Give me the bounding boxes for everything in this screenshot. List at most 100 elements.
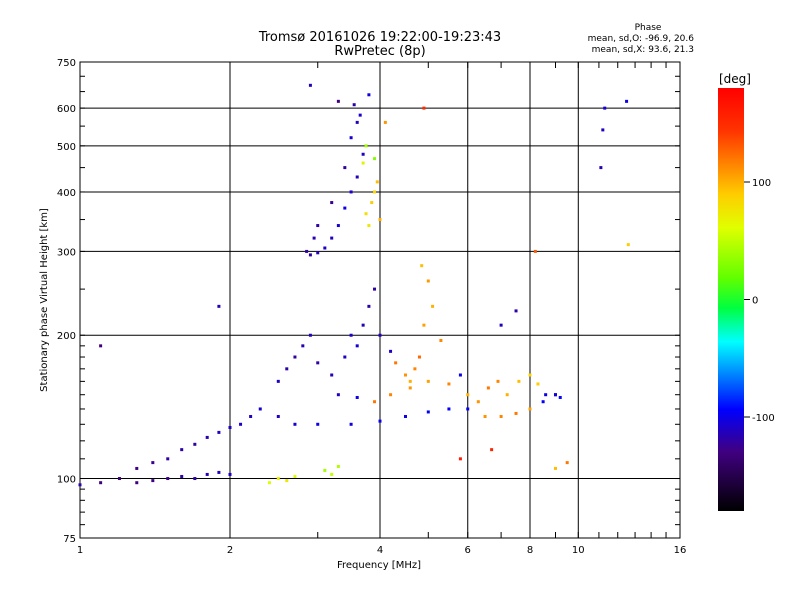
phase-stats-x: mean, sd,X: 93.6, 21.3 — [592, 45, 694, 55]
data-point — [447, 407, 451, 411]
data-point — [625, 99, 629, 103]
data-point — [378, 218, 382, 222]
data-point — [541, 400, 545, 404]
data-point — [422, 323, 426, 327]
data-point — [361, 323, 365, 327]
data-point — [343, 166, 347, 170]
data-point — [312, 236, 316, 240]
data-point — [117, 477, 121, 481]
data-point — [358, 113, 362, 117]
data-point — [603, 106, 607, 110]
data-point — [514, 309, 518, 313]
x-tick-label: 6 — [465, 545, 471, 556]
data-point — [217, 470, 221, 474]
phase-stats-o: mean, sd,O: -96.9, 20.6 — [588, 34, 695, 44]
data-point — [558, 395, 562, 399]
phase-stats-title: Phase — [635, 23, 662, 33]
data-point — [375, 180, 379, 184]
data-point — [439, 338, 443, 342]
data-point — [228, 425, 232, 429]
data-point — [99, 344, 103, 348]
data-point — [323, 246, 327, 250]
data-point — [285, 367, 289, 371]
data-point — [361, 152, 365, 156]
data-point — [135, 481, 139, 485]
y-axis-label: Stationary phase Virtual Height [km] — [39, 208, 50, 392]
data-point — [301, 344, 305, 348]
data-point — [476, 400, 480, 404]
data-point — [316, 224, 320, 228]
data-point — [330, 236, 334, 240]
data-point — [505, 393, 509, 397]
data-point — [458, 373, 462, 377]
data-point — [486, 386, 490, 390]
data-point — [276, 477, 280, 481]
data-point — [408, 386, 412, 390]
data-point — [413, 367, 417, 371]
data-point — [336, 464, 340, 468]
data-point — [330, 472, 334, 476]
data-point — [355, 120, 359, 124]
data-point — [355, 344, 359, 348]
data-point — [330, 373, 334, 377]
data-point — [431, 304, 435, 308]
y-axis-ticks: 75 100 200 300 400 500 600 750 — [57, 58, 680, 545]
y-tick-label: 200 — [57, 331, 76, 342]
y-tick-label: 600 — [57, 104, 76, 115]
data-point — [308, 83, 312, 87]
data-point — [323, 468, 327, 472]
data-point — [544, 393, 548, 397]
data-point — [99, 481, 103, 485]
data-point — [316, 361, 320, 365]
data-point — [293, 474, 297, 478]
data-point — [514, 411, 518, 415]
data-point — [352, 103, 356, 107]
data-point — [528, 407, 532, 411]
data-point — [180, 474, 184, 478]
data-point — [367, 93, 371, 97]
data-point — [135, 466, 139, 470]
data-point — [258, 407, 262, 411]
data-point — [458, 457, 462, 461]
data-point — [378, 419, 382, 423]
data-point — [626, 243, 630, 247]
data-point — [408, 379, 412, 383]
data-point — [496, 379, 500, 383]
data-point — [355, 395, 359, 399]
data-point — [373, 400, 377, 404]
y-tick-label: 300 — [57, 247, 76, 258]
data-point — [239, 422, 243, 426]
data-point — [193, 477, 197, 481]
data-point — [305, 249, 309, 253]
data-point — [373, 287, 377, 291]
data-point — [490, 448, 494, 452]
x-tick-label: 2 — [227, 545, 233, 556]
y-tick-label: 100 — [57, 475, 76, 486]
data-point — [166, 457, 170, 461]
data-point — [383, 120, 387, 124]
chart-subtitle: RwPretec (8p) — [334, 44, 425, 59]
colorbar-label: [deg] — [719, 72, 751, 86]
data-point — [293, 422, 297, 426]
colorbar-ticks: 100 0 -100 — [744, 178, 775, 424]
data-point — [517, 379, 521, 383]
data-point — [151, 461, 155, 465]
data-point — [536, 382, 540, 386]
data-point — [217, 304, 221, 308]
x-tick-label: 4 — [377, 545, 383, 556]
data-point — [426, 279, 430, 283]
data-point — [355, 175, 359, 179]
data-point — [78, 483, 82, 487]
x-axis-ticks: 1 2 4 6 8 10 16 — [77, 62, 686, 556]
data-point — [389, 349, 393, 353]
data-point — [373, 157, 377, 161]
data-point — [336, 393, 340, 397]
data-point — [193, 442, 197, 446]
chart-title: Tromsø 20161026 19:22:00-19:23:43 — [258, 30, 501, 45]
data-point — [483, 414, 487, 418]
data-point — [349, 190, 353, 194]
data-point — [205, 435, 209, 439]
plot-area: 1 2 4 6 8 10 16 75 100 200 300 400 500 600 750 — [57, 58, 686, 556]
data-point — [349, 333, 353, 337]
